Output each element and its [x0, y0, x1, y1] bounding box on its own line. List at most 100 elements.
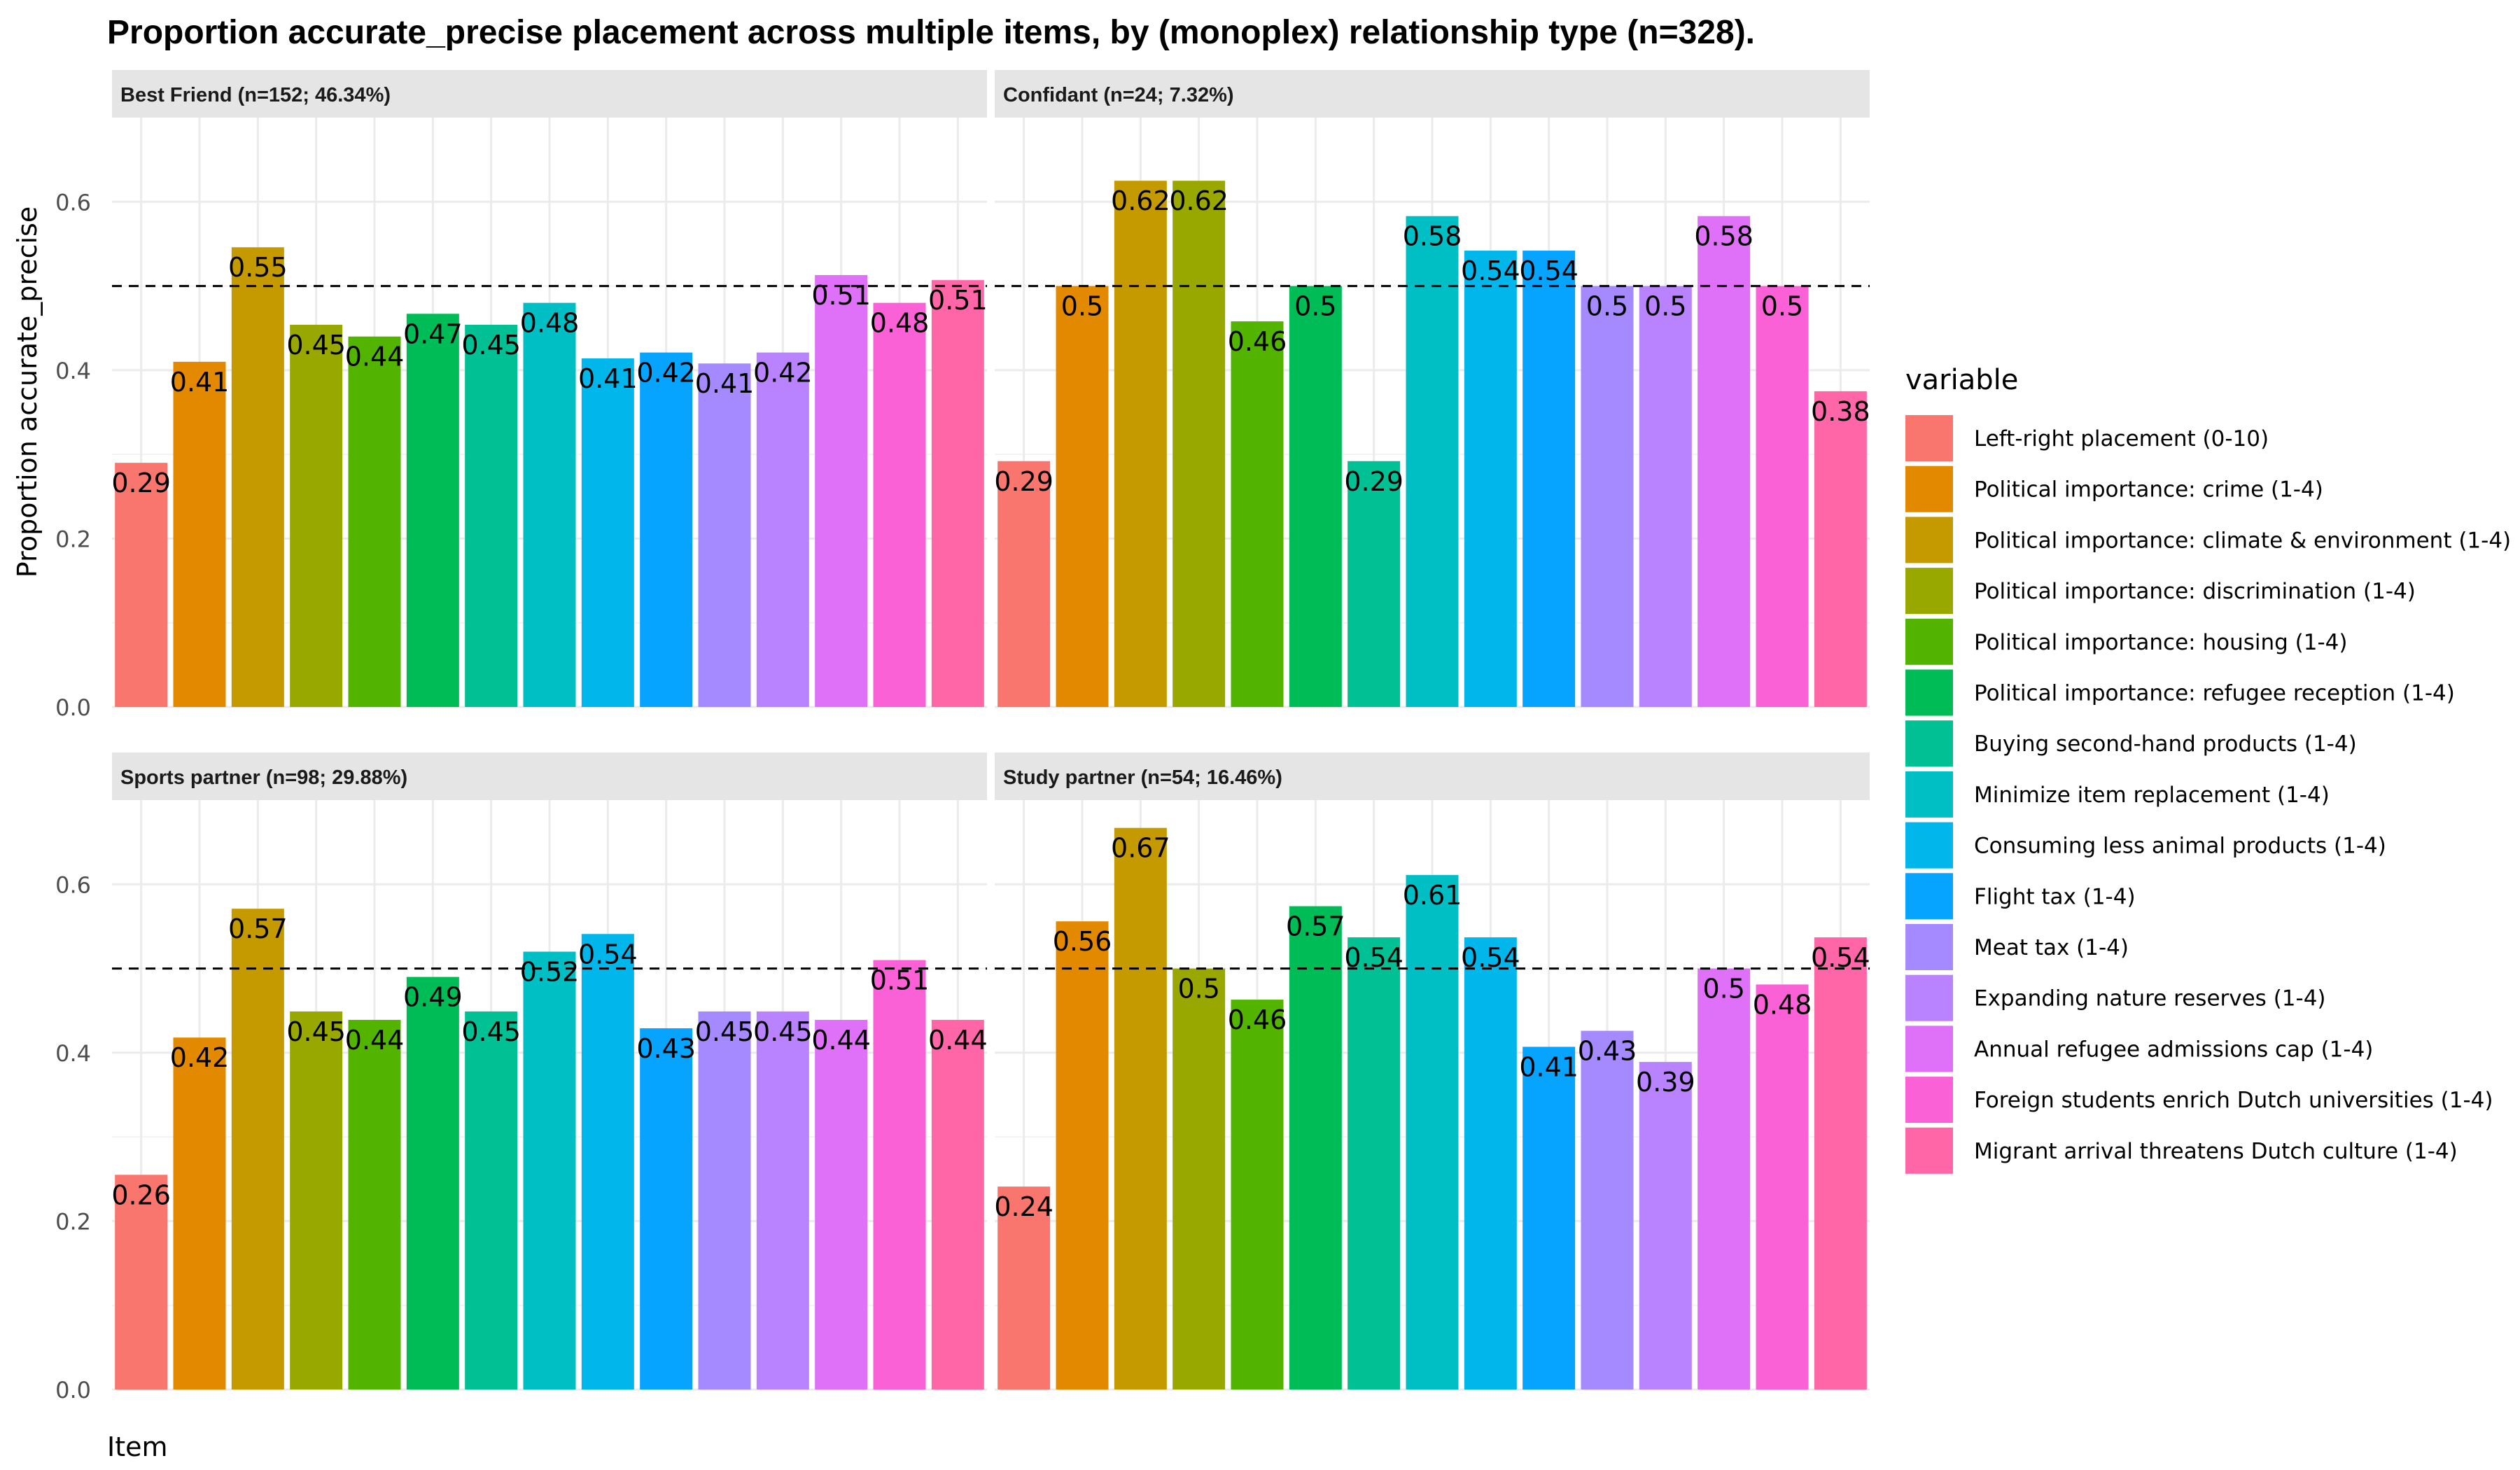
- bar: [406, 314, 459, 707]
- bar: [523, 951, 576, 1390]
- bar: [1289, 906, 1342, 1390]
- legend-label: Flight tax (1-4): [1974, 884, 2136, 909]
- legend-label: Political importance: discrimination (1-…: [1974, 579, 2416, 604]
- bar: [640, 1028, 693, 1390]
- data-label: 0.54: [1519, 255, 1578, 286]
- data-label: 0.51: [928, 285, 988, 316]
- legend-key: [1905, 568, 1953, 615]
- y-tick-label: 0.2: [55, 1208, 91, 1235]
- data-label: 0.44: [811, 1025, 871, 1056]
- data-label: 0.24: [994, 1191, 1054, 1222]
- bar: [173, 1037, 226, 1390]
- data-label: 0.5: [1294, 291, 1336, 322]
- bar: [1172, 968, 1226, 1390]
- data-label: 0.47: [403, 318, 463, 349]
- bar: [1231, 1000, 1284, 1390]
- data-label: 0.61: [1403, 880, 1462, 911]
- bar: [115, 463, 168, 707]
- data-label: 0.48: [870, 308, 930, 339]
- bar: [1639, 1062, 1692, 1390]
- bar: [406, 976, 459, 1390]
- panels-layer: Best Friend (n=152; 46.34%) 0.0 0.2 0.4 0.6 0…: [55, 70, 1870, 1404]
- data-label: 0.57: [1286, 911, 1345, 942]
- data-label: 0.52: [520, 957, 580, 988]
- data-label: 0.56: [1053, 926, 1112, 957]
- facet-panel: Sports partner (n=98; 29.88%) 0.0 0.2 0.4 0.…: [55, 752, 988, 1404]
- data-label: 0.51: [811, 280, 871, 311]
- data-label: 0.54: [1461, 942, 1520, 973]
- legend-label: Political importance: refugee reception …: [1974, 681, 2455, 706]
- data-label: 0.5: [1586, 291, 1628, 322]
- data-label: 0.29: [111, 468, 171, 498]
- facet-strip-label: Sports partner (n=98; 29.88%): [120, 766, 407, 789]
- data-label: 0.41: [578, 363, 638, 394]
- facet-strip: [995, 752, 1870, 800]
- data-label: 0.5: [1702, 974, 1744, 1004]
- bar: [1522, 251, 1576, 708]
- bar: [698, 1011, 751, 1390]
- legend-key: [1905, 669, 1953, 716]
- legend-key: [1905, 1077, 1953, 1124]
- legend-key: [1905, 974, 1953, 1021]
- legend-label: Expanding nature reserves (1-4): [1974, 986, 2326, 1011]
- bar: [1114, 181, 1167, 707]
- legend-key: [1905, 415, 1953, 461]
- y-axis-title: Proportion accurate_precise: [12, 206, 43, 578]
- y-tick-label: 0.6: [55, 189, 91, 216]
- bar: [1698, 968, 1751, 1390]
- data-label: 0.44: [928, 1025, 988, 1056]
- legend-label: Political importance: crime (1-4): [1974, 477, 2323, 503]
- data-label: 0.67: [1111, 833, 1170, 864]
- bar: [1348, 461, 1401, 707]
- legend-label: Political importance: housing (1-4): [1974, 630, 2348, 655]
- bar: [1231, 321, 1284, 707]
- legend-title: variable: [1905, 364, 2018, 396]
- data-label: 0.41: [695, 368, 755, 399]
- bar: [348, 1019, 401, 1390]
- data-label: 0.58: [1403, 221, 1462, 252]
- bar: [581, 934, 634, 1390]
- data-label: 0.48: [1753, 989, 1812, 1020]
- data-label: 0.42: [753, 358, 813, 388]
- legend-label: Buying second-hand products (1-4): [1974, 732, 2357, 757]
- data-label: 0.41: [170, 367, 230, 398]
- legend-label: Political importance: climate & environm…: [1974, 528, 2511, 553]
- data-label: 0.54: [1344, 942, 1404, 973]
- legend-key: [1905, 465, 1953, 512]
- legend-label: Meat tax (1-4): [1974, 935, 2129, 960]
- data-label: 0.29: [1344, 466, 1404, 497]
- bar: [1289, 286, 1342, 708]
- bar: [1056, 286, 1109, 708]
- y-tick-label: 0.2: [55, 526, 91, 552]
- bar: [1172, 181, 1226, 707]
- legend-key: [1905, 924, 1953, 970]
- bar: [873, 960, 926, 1390]
- bar: [997, 461, 1051, 707]
- facet-panel: Study partner (n=54; 16.46%) 0.24 0.56 0.67…: [994, 752, 1870, 1391]
- legend-key: [1905, 771, 1953, 818]
- bar: [756, 1011, 809, 1390]
- data-label: 0.62: [1169, 186, 1228, 216]
- bar: [231, 909, 284, 1390]
- data-label: 0.49: [403, 982, 463, 1013]
- facet-panel: Confidant (n=24; 7.32%) 0.29 0.5 0.620.62 0.…: [994, 70, 1870, 708]
- data-label: 0.44: [345, 1025, 405, 1056]
- bar: [931, 1019, 984, 1390]
- bar: [931, 280, 984, 707]
- y-tick-label: 0.0: [55, 694, 91, 721]
- data-label: 0.29: [994, 466, 1054, 497]
- data-label: 0.45: [695, 1016, 755, 1047]
- data-label: 0.45: [461, 1016, 521, 1047]
- legend-key: [1905, 822, 1953, 869]
- legend: Left-right placement (0-10) Political imp…: [1905, 415, 2511, 1174]
- data-label: 0.51: [870, 965, 930, 996]
- data-label: 0.5: [1177, 974, 1219, 1004]
- data-label: 0.44: [345, 342, 405, 372]
- facet-strip-label: Confidant (n=24; 7.32%): [1003, 84, 1234, 106]
- facet-strip-label: Best Friend (n=152; 46.34%): [120, 84, 391, 106]
- facet-strip: [112, 70, 987, 118]
- y-tick-label: 0.4: [55, 358, 91, 384]
- legend-label: Annual refugee admissions cap (1-4): [1974, 1037, 2373, 1062]
